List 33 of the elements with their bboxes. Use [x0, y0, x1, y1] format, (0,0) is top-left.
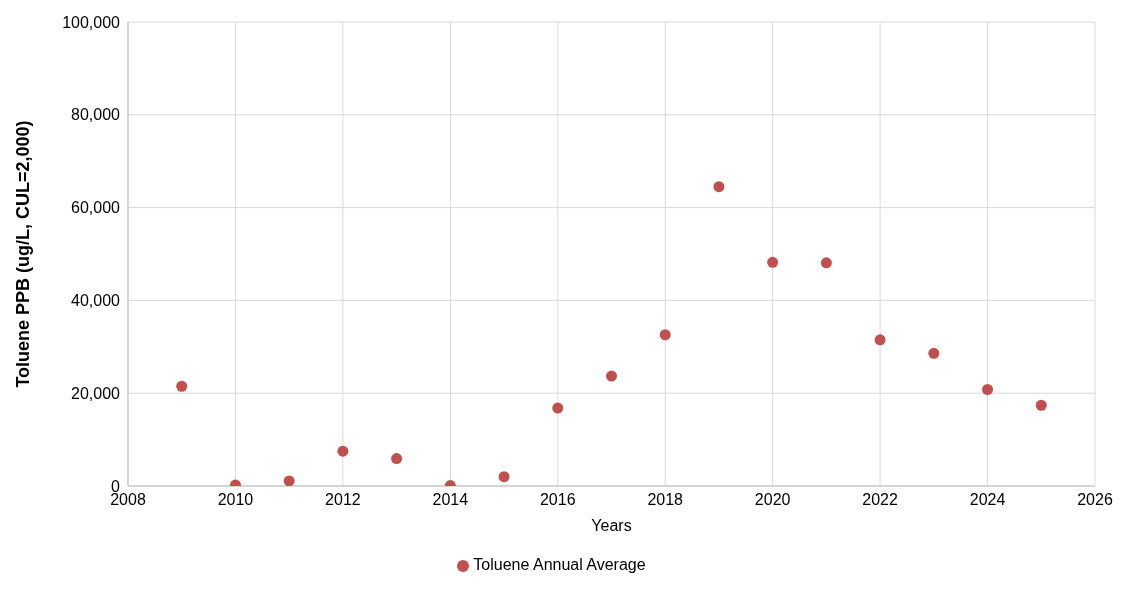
point	[982, 383, 994, 395]
point	[1035, 399, 1047, 411]
point	[498, 471, 510, 483]
x-tick-label: 2012	[325, 491, 361, 509]
point	[176, 380, 188, 392]
x-tick-label: 2014	[432, 491, 469, 509]
y-tick-label: 100,000	[62, 13, 121, 31]
x-tick-label: 2010	[217, 491, 254, 509]
y-tick-label: 40,000	[71, 292, 121, 310]
point	[283, 475, 295, 486]
y-axis-title: Toluene PPB (ug/L, CUL=2,000)	[13, 120, 34, 388]
point	[713, 181, 725, 193]
x-tick-label: 2018	[647, 491, 684, 509]
point	[659, 329, 671, 341]
x-tick-label: 2026	[1077, 491, 1113, 509]
x-tick-label: 2022	[862, 491, 899, 509]
x-axis-title: Years	[591, 517, 632, 534]
legend-label: Toluene Annual Average	[473, 556, 646, 573]
point	[820, 257, 832, 269]
x-tick-label: 2008	[110, 491, 146, 509]
y-tick-label: 60,000	[71, 199, 121, 217]
point	[552, 402, 564, 414]
y-tick-label: 80,000	[71, 106, 121, 124]
x-tick-label: 2016	[539, 491, 576, 509]
point	[874, 334, 886, 346]
y-tick-label: 20,000	[71, 384, 121, 402]
point	[391, 453, 403, 465]
x-tick-label: 2024	[969, 491, 1006, 509]
point	[767, 256, 779, 268]
x-tick-label: 2020	[754, 491, 791, 509]
point	[606, 370, 617, 382]
point	[337, 445, 349, 457]
point	[928, 347, 940, 359]
